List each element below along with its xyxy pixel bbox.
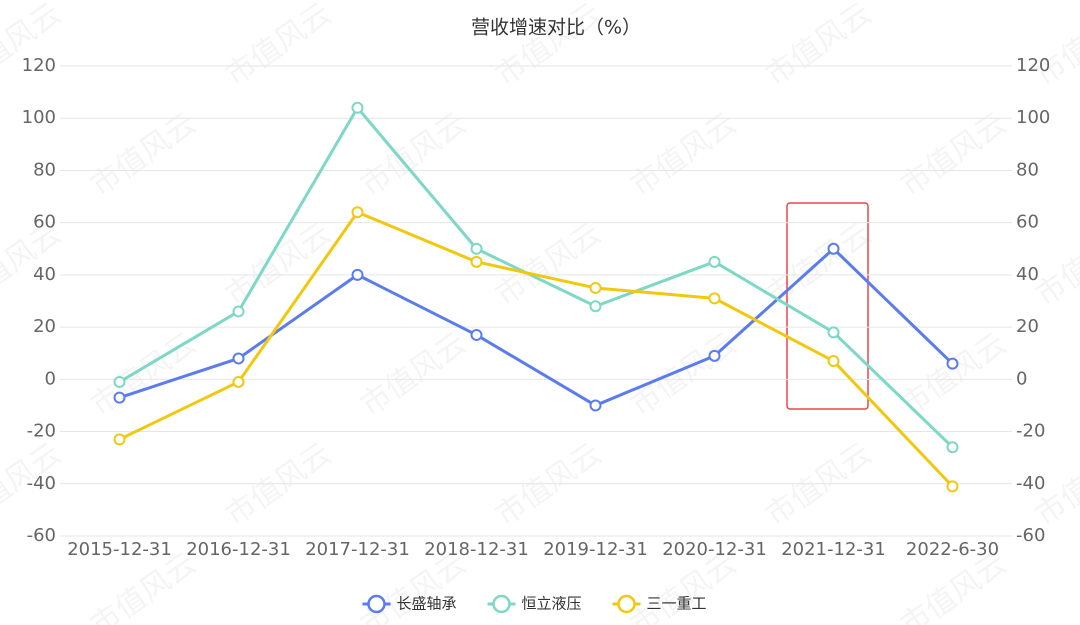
watermark: 市值风云 xyxy=(219,0,337,94)
series-line xyxy=(118,106,954,449)
y-tick-label: 40 xyxy=(33,264,56,285)
series-line xyxy=(118,210,954,488)
point xyxy=(351,268,364,281)
x-tick-label: 2018-12-31 xyxy=(424,539,529,560)
x-tick-label: 2016-12-31 xyxy=(186,539,291,560)
point xyxy=(232,305,245,318)
point xyxy=(232,352,245,365)
y-tick-label: 0 xyxy=(45,368,56,389)
y-tick-label: 80 xyxy=(33,159,56,180)
point xyxy=(470,242,483,255)
y2-tick-label: 80 xyxy=(1016,159,1039,180)
point xyxy=(827,355,840,368)
x-tick-label: 2019-12-31 xyxy=(543,539,648,560)
point xyxy=(946,357,959,370)
point xyxy=(351,101,364,114)
point xyxy=(113,375,126,388)
legend-label: 三一重工 xyxy=(647,595,707,613)
point xyxy=(708,255,721,268)
y2-tick-label: 40 xyxy=(1016,264,1039,285)
y-tick-label: 20 xyxy=(33,316,56,337)
watermark: 市值风云 xyxy=(219,436,337,533)
watermark: 市值风云 xyxy=(624,326,742,423)
watermark: 市值风云 xyxy=(84,106,202,203)
legend-label: 恒立液压 xyxy=(522,595,582,613)
y-tick-label: -40 xyxy=(27,473,56,494)
x-tick-label: 2020-12-31 xyxy=(662,539,767,560)
point xyxy=(470,328,483,341)
point xyxy=(351,206,364,219)
legend-marker xyxy=(367,594,386,614)
point xyxy=(589,399,602,412)
y-tick-label: 100 xyxy=(22,107,56,128)
y2-tick-label: 120 xyxy=(1016,55,1050,76)
y-tick-label: -20 xyxy=(27,421,56,442)
legend-label: 长盛轴承 xyxy=(397,595,457,613)
watermark: 市值风云 xyxy=(1029,0,1080,94)
chart-title: 营收增速对比（%） xyxy=(471,17,641,39)
series-line xyxy=(119,247,954,407)
point xyxy=(113,391,126,404)
y2-tick-label: 100 xyxy=(1016,107,1050,128)
watermark: 市值风云 xyxy=(489,436,607,533)
x-tick-label: 2015-12-31 xyxy=(67,539,172,560)
watermark: 市值风云 xyxy=(354,106,472,203)
y2-tick-label: -60 xyxy=(1016,525,1045,546)
x-tick-label: 2017-12-31 xyxy=(305,539,410,560)
y2-tick-label: 60 xyxy=(1016,212,1039,233)
legend-marker xyxy=(492,594,511,614)
point xyxy=(708,349,721,362)
point xyxy=(827,242,840,255)
watermark: 市值风云 xyxy=(759,0,877,94)
point xyxy=(946,480,959,493)
y-tick-label: 120 xyxy=(22,55,56,76)
watermark: 市值风云 xyxy=(354,326,472,423)
point xyxy=(946,441,959,454)
y2-tick-label: -40 xyxy=(1016,473,1045,494)
watermark: 市值风云 xyxy=(624,106,742,203)
x-tick-label: 2022-6-30 xyxy=(906,539,999,560)
watermark: 市值风云 xyxy=(894,106,1012,203)
point xyxy=(708,292,721,305)
y-tick-label: -60 xyxy=(27,525,56,546)
y2-tick-label: 0 xyxy=(1016,368,1027,389)
point xyxy=(827,326,840,339)
point xyxy=(232,375,245,388)
y2-tick-label: -20 xyxy=(1016,421,1045,442)
point xyxy=(470,255,483,268)
legend-marker xyxy=(617,594,636,614)
x-tick-label: 2021-12-31 xyxy=(781,539,886,560)
watermark: 市值风云 xyxy=(489,0,607,94)
y2-tick-label: 20 xyxy=(1016,316,1039,337)
point xyxy=(589,281,602,294)
point xyxy=(589,300,602,313)
watermark: 市值风云 xyxy=(759,436,877,533)
watermark: 市值风云 xyxy=(0,0,68,94)
point xyxy=(113,433,126,446)
y-tick-label: 60 xyxy=(33,212,56,233)
